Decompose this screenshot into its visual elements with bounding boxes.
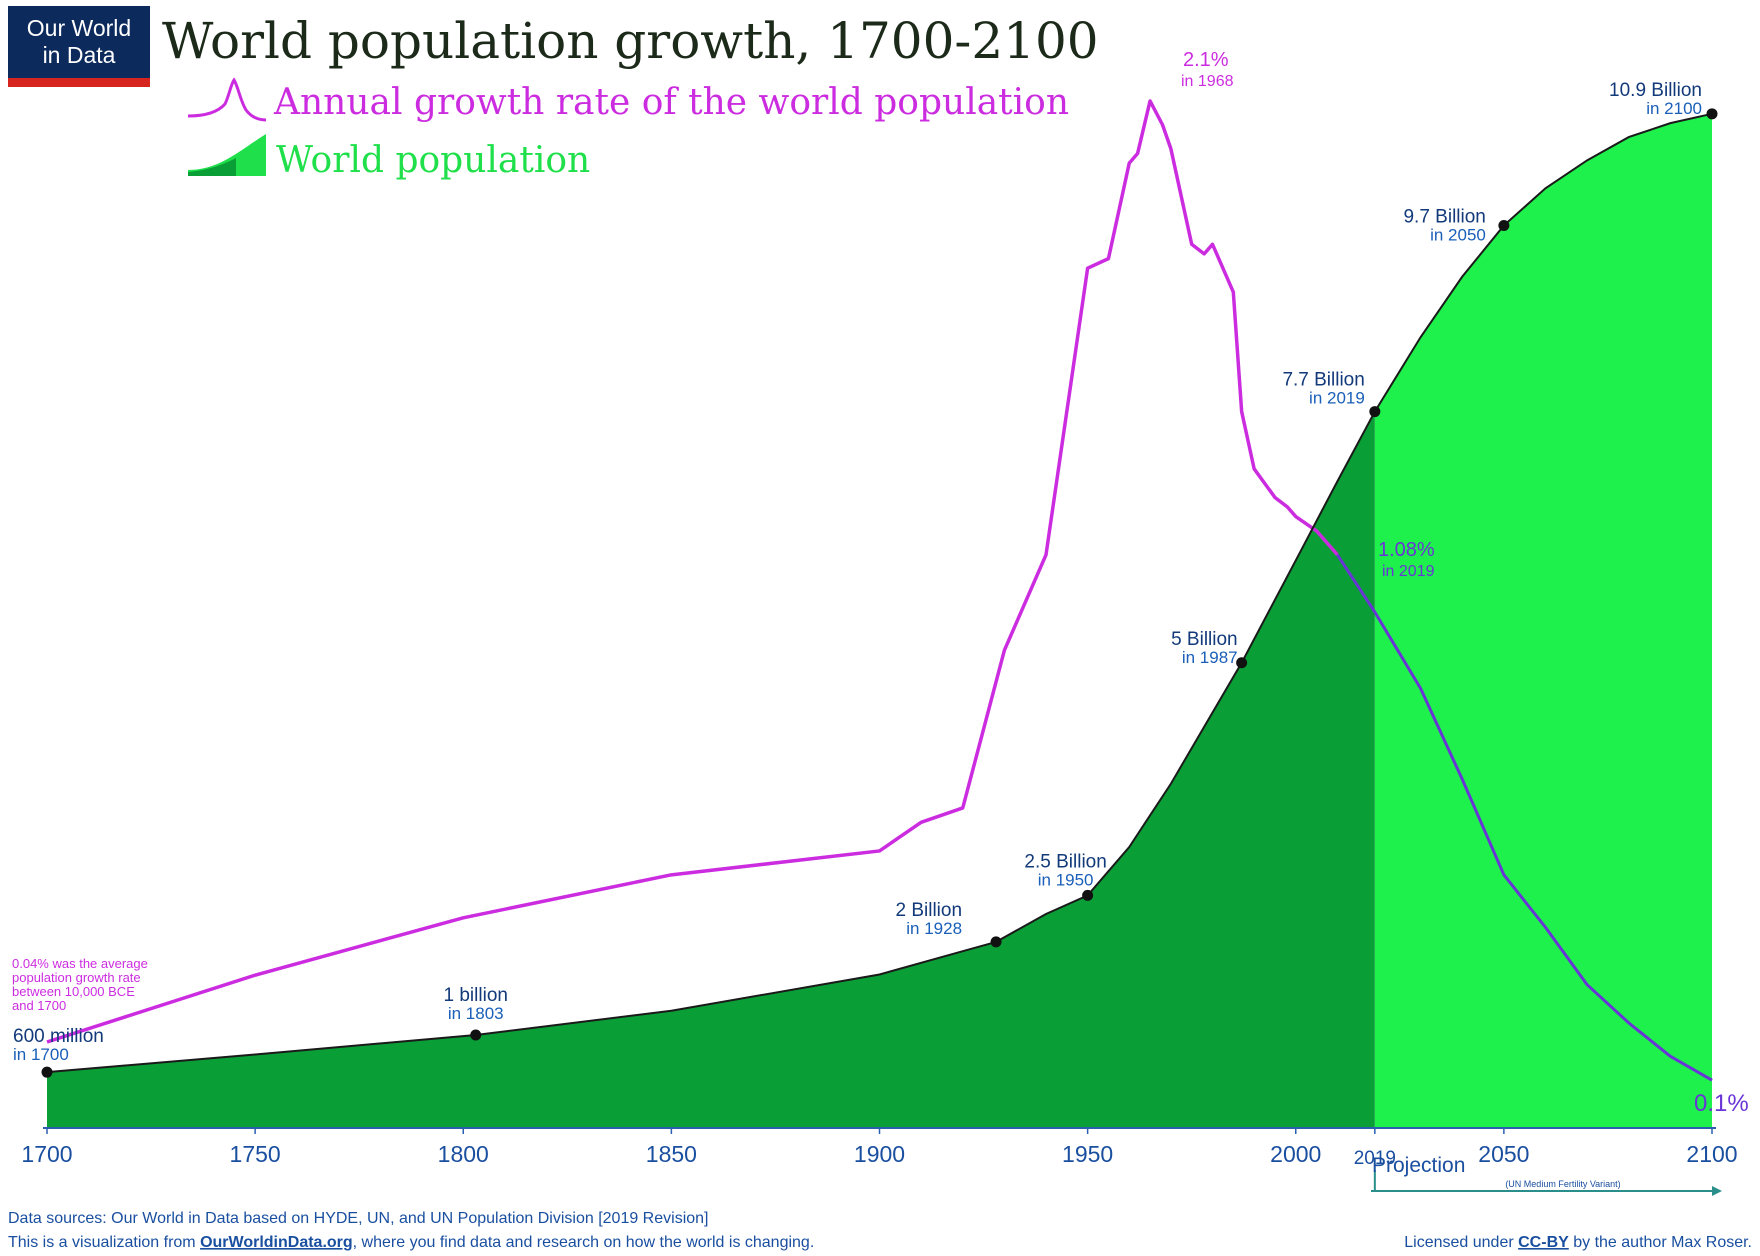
population-area-projection (1374, 113, 1712, 1128)
footer-owid-link[interactable]: OurWorldinData.org (200, 1234, 353, 1251)
footer: Data sources: Our World in Data based on… (8, 1210, 1752, 1251)
population-point-marker (990, 936, 1002, 948)
rate-note-line-4: and 1700 (12, 998, 66, 1013)
footer-viz-suffix: , where you find data and research on ho… (353, 1234, 815, 1251)
x-axis: 1700 1750 1800 1850 1900 1950 2000 2050 2100 2019 (21, 1127, 1738, 1191)
footer-viz-prefix: This is a visualization from (8, 1234, 200, 1251)
footer-visualization-note: This is a visualization from OurWorldinD… (8, 1234, 814, 1251)
growth-rate-line-historic (46, 99, 1339, 1044)
owid-logo[interactable]: Our World in Data (8, 6, 150, 87)
footer-sources: Data sources: Our World in Data based on… (8, 1210, 708, 1227)
population-label-year: in 1928 (906, 919, 962, 938)
chart-title: World population growth, 1700-2100 (162, 12, 1099, 70)
x-tick-label-projection: 2019 (1354, 1148, 1396, 1169)
population-label-year: in 1950 (1038, 870, 1094, 889)
population-label-value: 10.9 Billion (1609, 80, 1702, 101)
rate-peak-value-label: 2.1% (1183, 49, 1229, 71)
x-tick-label: 2000 (1270, 1141, 1321, 1167)
legend: Annual growth rate of the world populati… (187, 77, 1069, 181)
x-tick-label: 1950 (1062, 1141, 1113, 1167)
population-label-value: 5 Billion (1171, 629, 1238, 650)
population-point-marker (1369, 406, 1381, 418)
projection-label: Projection (1372, 1154, 1465, 1177)
logo-underline (8, 78, 150, 87)
projection-sublabel: (UN Medium Fertility Variant) (1505, 1179, 1620, 1189)
population-point-marker (1082, 889, 1094, 901)
x-tick-label: 1800 (438, 1141, 489, 1167)
footer-license-suffix: by the author Max Roser. (1569, 1234, 1752, 1251)
population-label-year: in 2019 (1309, 389, 1365, 408)
population-label-year: in 2050 (1430, 225, 1486, 244)
population-area (47, 113, 1712, 1129)
population-label-year: in 1987 (1182, 648, 1238, 667)
rate-end-value-label: 0.1% (1694, 1090, 1749, 1117)
x-tick-label: 2100 (1686, 1141, 1737, 1167)
population-point-marker (470, 1029, 482, 1041)
population-point-marker (1498, 219, 1510, 231)
population-label-value: 2 Billion (896, 900, 963, 921)
rate-peak-year-label: in 1968 (1181, 73, 1234, 90)
x-tick-label: 1850 (646, 1141, 697, 1167)
rate-note-line-2: population growth rate (12, 970, 141, 985)
population-point-marker (41, 1066, 53, 1078)
population-point-marker (1236, 657, 1248, 669)
projection-arrow-head (1712, 1186, 1722, 1196)
population-area-historic (47, 411, 1375, 1129)
population-label-value: 600 million (13, 1026, 104, 1047)
rate-current-year-label: in 2019 (1382, 563, 1435, 580)
x-tick-label: 2050 (1478, 1141, 1529, 1167)
x-tick-label: 1900 (854, 1141, 905, 1167)
x-tick-label: 1700 (21, 1141, 72, 1167)
population-label-value: 1 billion (444, 985, 508, 1006)
legend-growth-rate-label: Annual growth rate of the world populati… (273, 82, 1069, 123)
logo-line-2: in Data (43, 42, 116, 68)
logo-background (8, 6, 150, 84)
footer-license-link[interactable]: CC-BY (1518, 1234, 1569, 1251)
projection-marker: Projection (UN Medium Fertility Variant) (1371, 1154, 1722, 1196)
growth-rate-line-projection (1336, 553, 1713, 1082)
legend-population-label: World population (276, 140, 590, 181)
population-label-year: in 1700 (13, 1045, 69, 1064)
population-label-value: 7.7 Billion (1282, 370, 1364, 391)
growth-rate-annotations: 2.1% in 1968 1.08% in 2019 0.1% 0.04% wa… (12, 49, 1749, 1117)
population-point-marker (1706, 108, 1718, 120)
footer-license-prefix: Licensed under (1404, 1234, 1518, 1251)
growth-rate-line (46, 99, 1713, 1082)
legend-population-swatch (188, 134, 266, 176)
footer-license: Licensed under CC-BY by the author Max R… (1404, 1234, 1752, 1251)
rate-note-line-3: between 10,000 BCE (12, 984, 135, 999)
legend-growth-rate-swatch (187, 77, 267, 122)
rate-current-value-label: 1.08% (1378, 539, 1435, 561)
population-label-year: in 2100 (1646, 99, 1702, 118)
legend-population-swatch-dark (188, 158, 236, 176)
logo-line-1: Our World (27, 15, 131, 41)
rate-note-line-1: 0.04% was the average (12, 956, 148, 971)
x-tick-label: 1750 (230, 1141, 281, 1167)
population-label-value: 2.5 Billion (1024, 851, 1106, 872)
population-label-value: 9.7 Billion (1403, 206, 1485, 227)
population-label-year: in 1803 (448, 1004, 504, 1023)
